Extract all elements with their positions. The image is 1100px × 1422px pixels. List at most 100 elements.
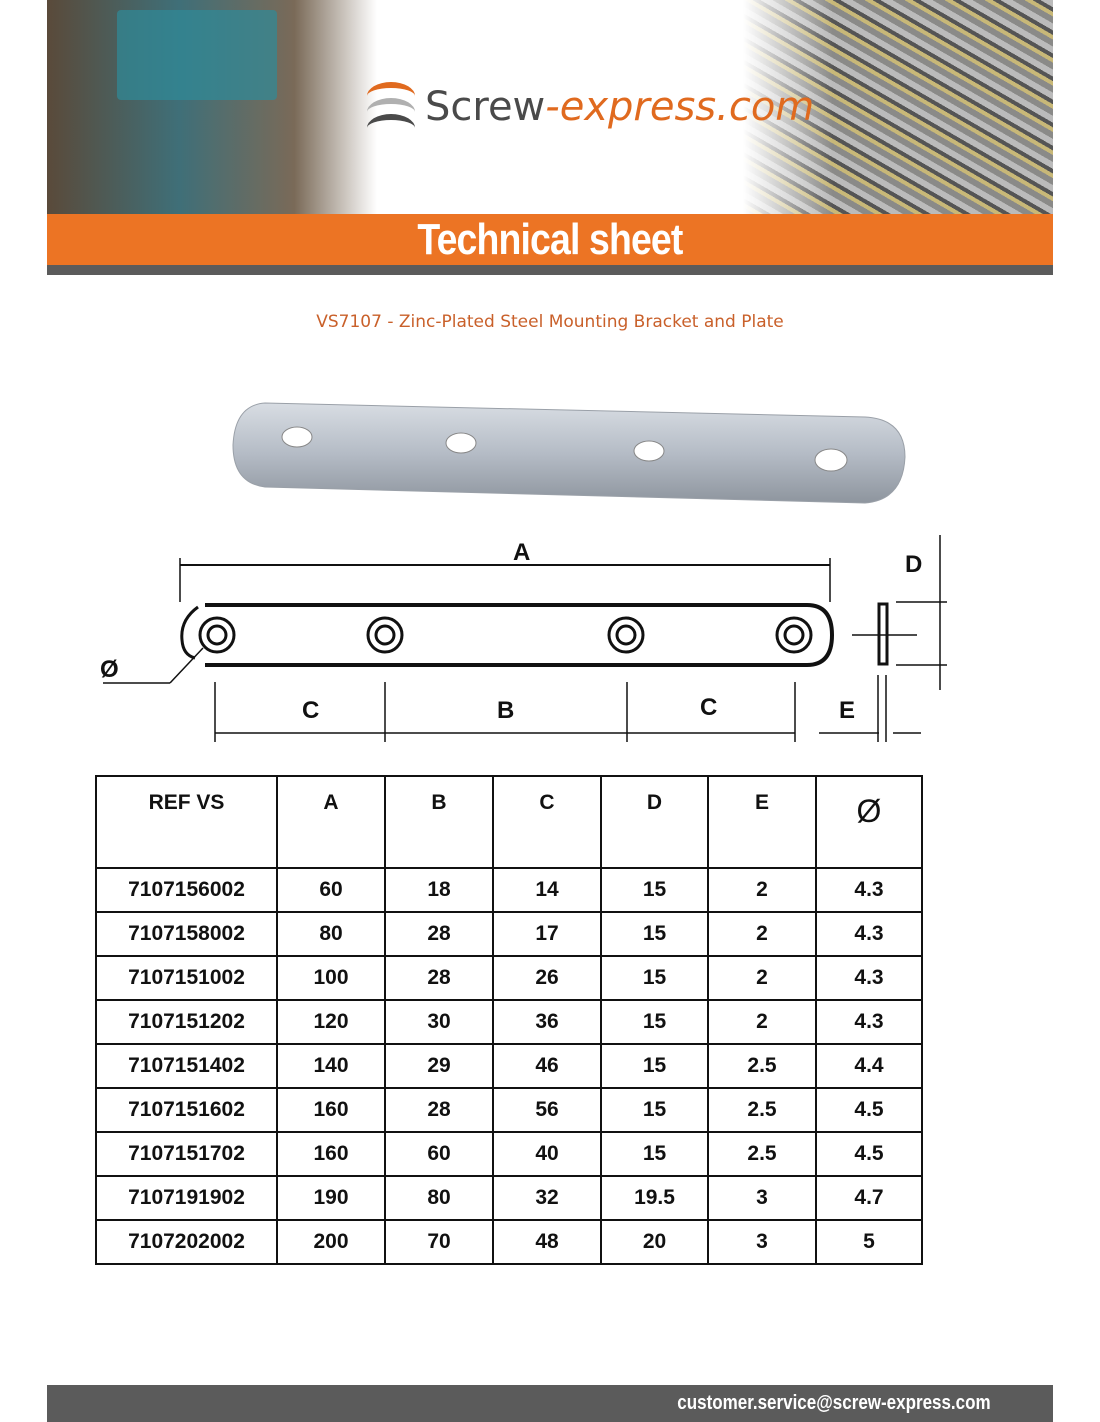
table-row: 7107151702 160 60 40 15 2.5 4.5 xyxy=(95,1131,923,1177)
dim-label-c-right: C xyxy=(700,694,717,721)
value-cell: 3 xyxy=(707,1175,817,1221)
value-cell: 56 xyxy=(492,1087,602,1133)
banner-title: Technical sheet xyxy=(417,215,683,264)
value-cell: 29 xyxy=(384,1043,494,1089)
col-header-ref: REF VS xyxy=(95,775,278,869)
product-image xyxy=(232,402,906,504)
ref-cell: 7107151002 xyxy=(95,955,278,1001)
value-cell: 2 xyxy=(707,867,817,913)
ref-cell: 7107151202 xyxy=(95,999,278,1045)
ref-cell: 7107151702 xyxy=(95,1131,278,1177)
dim-label-e: E xyxy=(839,697,855,724)
contact-email[interactable]: customer.service@screw-express.com xyxy=(677,1392,991,1414)
technical-drawing: A Ø C B C E D xyxy=(100,535,947,742)
col-header-diameter: Ø xyxy=(815,775,923,869)
value-cell: 48 xyxy=(492,1219,602,1265)
screws-photo xyxy=(743,0,1053,214)
dim-label-a: A xyxy=(513,539,530,566)
table-row: 7107151602 160 28 56 15 2.5 4.5 xyxy=(95,1087,923,1133)
ref-cell: 7107191902 xyxy=(95,1175,278,1221)
col-header-e: E xyxy=(707,775,817,869)
value-cell: 200 xyxy=(276,1219,386,1265)
value-cell: 15 xyxy=(600,955,709,1001)
value-cell: 28 xyxy=(384,955,494,1001)
value-cell: 3 xyxy=(707,1219,817,1265)
ref-cell: 7107151602 xyxy=(95,1087,278,1133)
logo-swoosh-icon xyxy=(367,78,419,136)
ref-cell: 7107202002 xyxy=(95,1219,278,1265)
value-cell: 80 xyxy=(276,911,386,957)
value-cell: 80 xyxy=(384,1175,494,1221)
table-row: 7107156002 60 18 14 15 2 4.3 xyxy=(95,867,923,913)
header-banner: Screw-express.com xyxy=(47,0,1053,214)
table-row: 7107151202 120 30 36 15 2 4.3 xyxy=(95,999,923,1045)
dim-label-d: D xyxy=(905,551,922,578)
table-row: 7107151402 140 29 46 15 2.5 4.4 xyxy=(95,1043,923,1089)
value-cell: 5 xyxy=(815,1219,923,1265)
value-cell: 28 xyxy=(384,1087,494,1133)
table-row: 7107202002 200 70 48 20 3 5 xyxy=(95,1219,923,1265)
value-cell: 4.5 xyxy=(815,1131,923,1177)
divider xyxy=(47,265,1053,275)
value-cell: 26 xyxy=(492,955,602,1001)
ref-cell: 7107151402 xyxy=(95,1043,278,1089)
value-cell: 4.3 xyxy=(815,999,923,1045)
value-cell: 14 xyxy=(492,867,602,913)
col-header-c: C xyxy=(492,775,602,869)
dimensions-table: REF VS A B C D E Ø 7107156002 60 18 14 15 2 4.… xyxy=(95,775,923,1265)
dim-label-c-left: C xyxy=(302,697,319,724)
logo-text-screw: Screw xyxy=(425,84,546,130)
value-cell: 160 xyxy=(276,1087,386,1133)
col-header-b: B xyxy=(384,775,494,869)
value-cell: 2.5 xyxy=(707,1131,817,1177)
value-cell: 4.3 xyxy=(815,867,923,913)
value-cell: 160 xyxy=(276,1131,386,1177)
product-title: VS7107 - Zinc-Plated Steel Mounting Brac… xyxy=(316,312,784,332)
value-cell: 17 xyxy=(492,911,602,957)
value-cell: 70 xyxy=(384,1219,494,1265)
value-cell: 4.3 xyxy=(815,955,923,1001)
value-cell: 100 xyxy=(276,955,386,1001)
table-header-row: REF VS A B C D E Ø xyxy=(95,775,923,869)
value-cell: 190 xyxy=(276,1175,386,1221)
value-cell: 60 xyxy=(276,867,386,913)
value-cell: 4.3 xyxy=(815,911,923,957)
value-cell: 4.7 xyxy=(815,1175,923,1221)
logo: Screw-express.com xyxy=(367,78,814,136)
table-row: 7107151002 100 28 26 15 2 4.3 xyxy=(95,955,923,1001)
value-cell: 140 xyxy=(276,1043,386,1089)
col-header-d: D xyxy=(600,775,709,869)
value-cell: 15 xyxy=(600,999,709,1045)
value-cell: 19.5 xyxy=(600,1175,709,1221)
value-cell: 28 xyxy=(384,911,494,957)
footer-bar: customer.service@screw-express.com xyxy=(47,1385,1053,1422)
value-cell: 2 xyxy=(707,999,817,1045)
value-cell: 30 xyxy=(384,999,494,1045)
value-cell: 15 xyxy=(600,911,709,957)
dim-label-b: B xyxy=(497,697,514,724)
value-cell: 4.4 xyxy=(815,1043,923,1089)
dim-label-diameter: Ø xyxy=(100,656,119,683)
value-cell: 18 xyxy=(384,867,494,913)
value-cell: 60 xyxy=(384,1131,494,1177)
logo-text-express: -express.com xyxy=(545,84,815,130)
value-cell: 2.5 xyxy=(707,1087,817,1133)
value-cell: 2.5 xyxy=(707,1043,817,1089)
value-cell: 46 xyxy=(492,1043,602,1089)
value-cell: 120 xyxy=(276,999,386,1045)
value-cell: 36 xyxy=(492,999,602,1045)
tools-photo xyxy=(47,0,377,214)
table-row: 7107158002 80 28 17 15 2 4.3 xyxy=(95,911,923,957)
value-cell: 15 xyxy=(600,1131,709,1177)
table-row: 7107191902 190 80 32 19.5 3 4.7 xyxy=(95,1175,923,1221)
ref-cell: 7107156002 xyxy=(95,867,278,913)
value-cell: 15 xyxy=(600,867,709,913)
value-cell: 2 xyxy=(707,911,817,957)
value-cell: 20 xyxy=(600,1219,709,1265)
value-cell: 40 xyxy=(492,1131,602,1177)
title-bar: Technical sheet xyxy=(47,214,1053,265)
value-cell: 15 xyxy=(600,1043,709,1089)
col-header-a: A xyxy=(276,775,386,869)
ref-cell: 7107158002 xyxy=(95,911,278,957)
value-cell: 2 xyxy=(707,955,817,1001)
